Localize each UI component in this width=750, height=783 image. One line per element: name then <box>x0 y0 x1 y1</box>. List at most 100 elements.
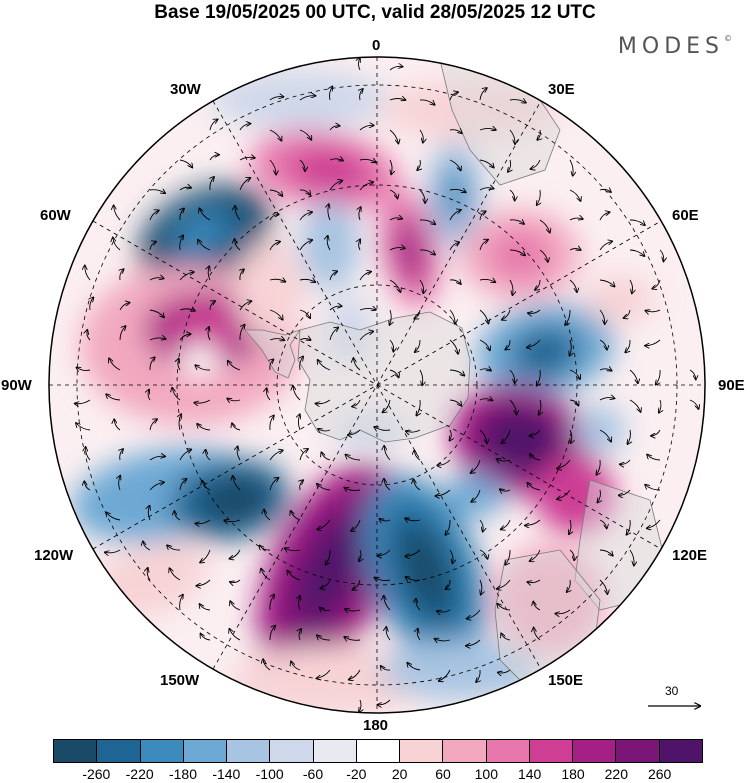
wind-vector <box>449 399 461 406</box>
wind-vector <box>629 249 644 256</box>
wind-vector <box>320 608 331 611</box>
wind-vector <box>528 309 541 313</box>
wind-vector <box>269 97 283 101</box>
wind-vector <box>353 358 361 371</box>
wind-vector <box>389 129 398 144</box>
anomaly-blob <box>535 455 615 535</box>
wind-vector <box>689 399 699 409</box>
wind-vector <box>435 489 451 496</box>
anomaly-blob <box>298 519 362 621</box>
wind-vector <box>509 189 515 201</box>
wind-vector <box>352 399 361 407</box>
wind-vector <box>179 479 187 491</box>
wind-vector <box>379 519 391 521</box>
colorbar-swatch <box>227 740 271 762</box>
wind-vector <box>445 519 451 535</box>
wind-vector <box>599 339 607 350</box>
wind-vector <box>235 206 241 221</box>
lon-label-90w: 90W <box>1 377 32 394</box>
colorbar-swatch <box>313 740 357 762</box>
wind-vector <box>174 511 181 521</box>
colorbar-tick-label: -60 <box>302 766 324 782</box>
wind-vector <box>359 272 371 281</box>
wind-vector <box>407 663 421 671</box>
anomaly-blob <box>300 200 360 290</box>
wind-vector <box>509 100 526 103</box>
wind-vector <box>389 99 405 101</box>
wind-vector <box>300 357 303 371</box>
wind-vector <box>359 549 361 561</box>
wind-vector <box>317 669 331 678</box>
wind-vector <box>569 249 581 251</box>
wind-vector <box>229 629 241 641</box>
wind-vector <box>535 279 541 290</box>
wind-vector <box>565 309 571 325</box>
wind-vector <box>389 369 399 377</box>
modes-logo: MODES© <box>617 34 732 59</box>
wind-vector <box>599 519 607 528</box>
wind-vector <box>645 310 661 312</box>
wind-vector <box>527 579 541 583</box>
colorbar-swatch <box>356 740 401 762</box>
wind-vector <box>149 242 156 251</box>
wind-vector <box>689 369 696 379</box>
colorbar-tick-label: 180 <box>561 766 585 782</box>
wind-vector <box>419 189 425 203</box>
wind-vector <box>119 476 121 491</box>
wind-vector <box>597 489 600 503</box>
wind-vector <box>530 454 541 461</box>
wind-vector <box>360 89 363 101</box>
wind-vector <box>647 455 661 461</box>
wind-vector <box>659 249 664 261</box>
wind-vector <box>239 301 251 311</box>
wind-vector <box>269 242 280 251</box>
wind-vector <box>329 126 340 131</box>
wind-vector <box>497 459 511 461</box>
wind-vector <box>555 609 571 614</box>
wind-vector <box>300 480 303 491</box>
wind-vector <box>449 369 464 376</box>
wind-vector <box>479 279 495 282</box>
wind-vector <box>509 220 524 224</box>
wind-vector <box>291 511 301 521</box>
wind-vector <box>389 218 402 221</box>
wind-vector <box>149 419 157 431</box>
colorbar-tick-label: -100 <box>255 766 284 782</box>
wind-vector <box>318 360 331 371</box>
wind-vector <box>599 549 613 556</box>
anomaly-blob <box>510 326 580 378</box>
wind-vector <box>149 456 165 461</box>
wind-vector <box>320 579 331 589</box>
colorbar <box>53 739 703 763</box>
wind-vector <box>198 240 211 251</box>
wind-vector <box>569 218 583 220</box>
wind-vector <box>359 207 361 221</box>
wind-vector <box>471 459 481 473</box>
wind-vector <box>264 510 271 521</box>
wind-vector <box>109 358 121 371</box>
wind-vector <box>449 92 458 101</box>
wind-vector <box>384 596 391 611</box>
wind-vector <box>599 279 615 287</box>
colorbar-tick-label: -260 <box>82 766 111 782</box>
wind-vector <box>390 159 392 174</box>
anomaly-blob <box>380 80 560 140</box>
wind-vector <box>466 639 481 646</box>
wind-vector <box>599 398 615 401</box>
wind-vector <box>317 635 331 641</box>
wind-vector <box>389 279 401 292</box>
wind-vector <box>569 549 574 560</box>
wind-vector <box>406 577 421 580</box>
wind-vector <box>269 129 282 141</box>
wind-vector <box>179 309 195 311</box>
colorbar-swatch <box>270 740 314 762</box>
wind-vector <box>228 361 241 371</box>
wind-vector <box>329 159 343 161</box>
wind-vector <box>449 339 458 354</box>
wind-vector <box>149 482 164 491</box>
wind-vector <box>259 546 271 551</box>
wind-vector <box>498 669 511 673</box>
colorbar-swatch <box>573 740 617 762</box>
wind-vector <box>359 125 374 131</box>
colorbar-tick-label: 260 <box>647 766 672 782</box>
